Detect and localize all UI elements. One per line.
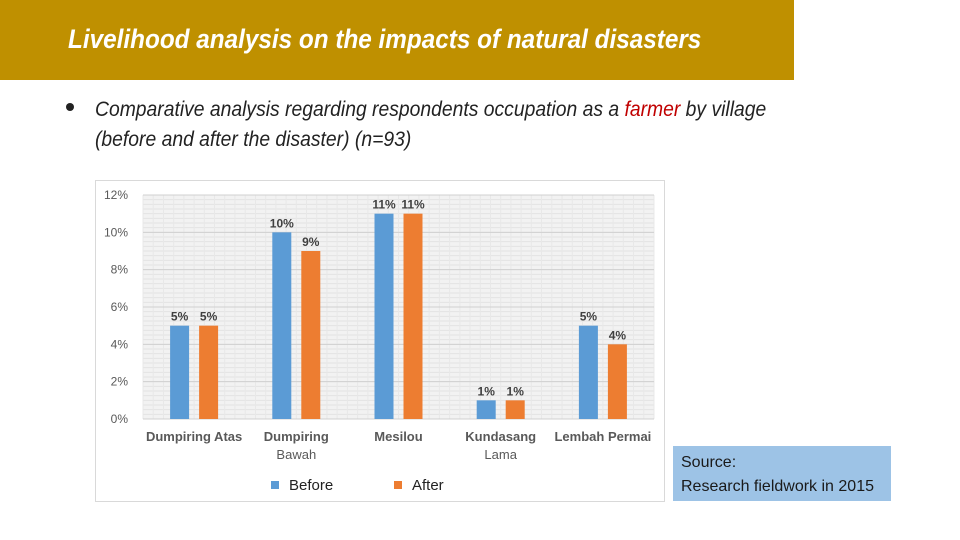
bullet-text-after: by village (before and after the disaste… — [95, 98, 767, 151]
data-label: 9% — [302, 235, 320, 249]
legend-swatch-before — [271, 481, 279, 489]
bar-before — [272, 232, 292, 419]
data-label: 11% — [372, 198, 396, 212]
legend-label-before: Before — [289, 477, 333, 494]
legend-label-after: After — [412, 477, 444, 494]
data-label: 10% — [270, 216, 294, 230]
data-label: 11% — [401, 198, 425, 212]
x-tick-label: Lembah Permai — [554, 429, 651, 444]
x-tick-label: Lama — [484, 447, 517, 462]
y-tick-label: 4% — [111, 337, 129, 351]
source-text: Research fieldwork in 2015 — [681, 478, 874, 495]
bar-before — [170, 325, 190, 419]
bar-after — [403, 213, 423, 419]
bar-before — [374, 213, 394, 419]
bullet-text-before: Comparative analysis regarding responden… — [95, 98, 625, 121]
bar-after — [505, 400, 525, 419]
bullet-text: Comparative analysis regarding responden… — [95, 95, 794, 155]
data-label: 5% — [580, 310, 598, 324]
bar-before — [578, 325, 598, 419]
bar-after — [199, 325, 219, 419]
x-tick-label: Dumpiring Atas — [146, 429, 242, 444]
chart-frame: 0% 2% 4% 6% 8% 10% 12% 5% 5% Dumpiring Atas 10% 9% D… — [95, 180, 665, 502]
x-tick-label: Mesilou — [374, 429, 422, 444]
y-tick-label: 10% — [104, 225, 128, 239]
x-tick-label: Bawah — [276, 447, 316, 462]
x-tick-label: Dumpiring — [264, 429, 329, 444]
bar-before — [476, 400, 496, 419]
y-tick-label: 2% — [111, 375, 129, 389]
bar-chart: 0% 2% 4% 6% 8% 10% 12% 5% 5% Dumpiring Atas 10% 9% D… — [104, 188, 655, 494]
bar-after — [607, 344, 627, 419]
bullet-icon — [66, 103, 74, 111]
title-bar: Livelihood analysis on the impacts of na… — [0, 0, 794, 80]
bar-after — [301, 251, 321, 419]
y-tick-label: 0% — [111, 412, 129, 426]
source-box: Source: Research fieldwork in 2015 — [673, 446, 891, 501]
data-label: 1% — [507, 384, 525, 398]
data-label: 1% — [478, 384, 496, 398]
data-label: 4% — [609, 328, 627, 342]
bullet-highlight: farmer — [624, 98, 681, 121]
data-label: 5% — [200, 310, 218, 324]
source-label: Source: — [681, 454, 737, 471]
legend-swatch-after — [394, 481, 402, 489]
data-label: 5% — [171, 310, 189, 324]
x-tick-label: Kundasang — [465, 429, 536, 444]
page-title: Livelihood analysis on the impacts of na… — [68, 24, 702, 54]
y-tick-label: 8% — [111, 263, 129, 277]
y-tick-label: 12% — [104, 188, 128, 202]
y-tick-label: 6% — [111, 300, 129, 314]
